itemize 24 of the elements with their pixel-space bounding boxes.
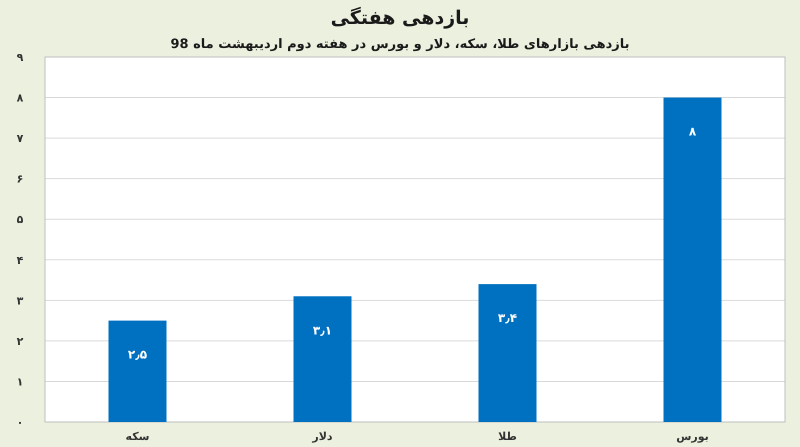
bar: [478, 284, 536, 422]
y-tick-label: ۶: [16, 172, 24, 186]
y-tick-label: ۹: [16, 51, 24, 64]
y-tick-label: ۱: [16, 375, 24, 388]
chart-subtitle: بازدهی بازارهای طلا، سکه، دلار و بورس در هفته دوم اردیبهشت ماه 98: [170, 37, 630, 52]
y-tick-label: ۴: [16, 254, 24, 267]
y-tick-label: ۸: [16, 92, 24, 105]
bar: [294, 296, 352, 422]
x-tick-label: طلا: [498, 430, 517, 443]
y-tick-label: ۲: [16, 334, 24, 348]
bar: [108, 320, 166, 422]
y-tick-label: ۳: [16, 294, 24, 308]
y-tick-label: ۷: [16, 132, 24, 146]
data-label: ۲٫۵: [128, 348, 148, 362]
x-tick-label: سکه: [126, 430, 150, 443]
data-label: ۳٫۱: [312, 323, 332, 338]
y-tick-label: ۵: [16, 213, 24, 226]
x-tick-label: دلار: [311, 430, 333, 443]
bar: [664, 98, 722, 422]
data-label: ۸: [688, 124, 697, 139]
chart-title: بازدهی هفتگی: [330, 6, 470, 29]
x-tick-label: بورس: [676, 430, 709, 443]
data-label: ۳٫۴: [498, 311, 518, 326]
y-tick-label: ۰: [16, 416, 24, 429]
